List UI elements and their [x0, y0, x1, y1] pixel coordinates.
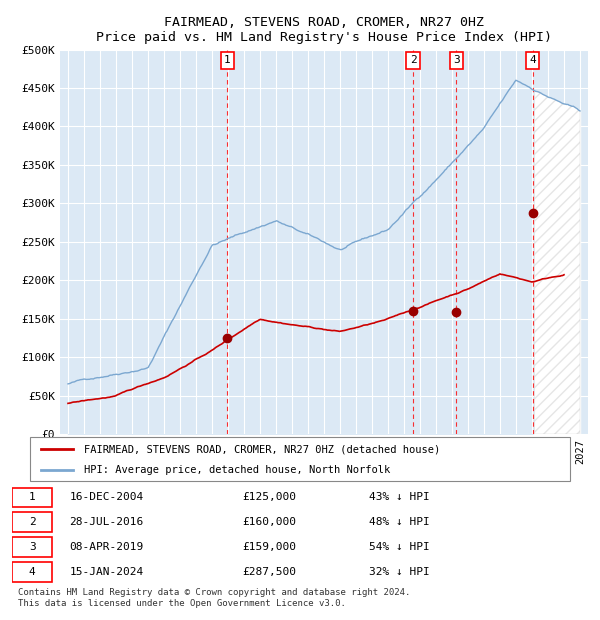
Text: 2: 2	[29, 517, 35, 527]
Text: 32% ↓ HPI: 32% ↓ HPI	[369, 567, 430, 577]
Text: 08-APR-2019: 08-APR-2019	[70, 542, 144, 552]
Text: 43% ↓ HPI: 43% ↓ HPI	[369, 492, 430, 502]
Text: £125,000: £125,000	[242, 492, 296, 502]
FancyBboxPatch shape	[12, 487, 52, 507]
Text: £160,000: £160,000	[242, 517, 296, 527]
Text: 3: 3	[29, 542, 35, 552]
Text: 4: 4	[529, 55, 536, 65]
Text: 1: 1	[29, 492, 35, 502]
Text: 54% ↓ HPI: 54% ↓ HPI	[369, 542, 430, 552]
Text: Contains HM Land Registry data © Crown copyright and database right 2024.
This d: Contains HM Land Registry data © Crown c…	[18, 588, 410, 608]
Text: 16-DEC-2004: 16-DEC-2004	[70, 492, 144, 502]
FancyBboxPatch shape	[12, 512, 52, 532]
Text: 2: 2	[410, 55, 416, 65]
Text: £159,000: £159,000	[242, 542, 296, 552]
Text: 1: 1	[224, 55, 231, 65]
FancyBboxPatch shape	[12, 537, 52, 557]
Text: 4: 4	[29, 567, 35, 577]
Text: 15-JAN-2024: 15-JAN-2024	[70, 567, 144, 577]
Text: 48% ↓ HPI: 48% ↓ HPI	[369, 517, 430, 527]
FancyBboxPatch shape	[12, 562, 52, 582]
FancyBboxPatch shape	[30, 437, 570, 480]
Text: FAIRMEAD, STEVENS ROAD, CROMER, NR27 0HZ (detached house): FAIRMEAD, STEVENS ROAD, CROMER, NR27 0HZ…	[84, 445, 440, 454]
Text: £287,500: £287,500	[242, 567, 296, 577]
Text: HPI: Average price, detached house, North Norfolk: HPI: Average price, detached house, Nort…	[84, 464, 390, 475]
Text: 3: 3	[453, 55, 460, 65]
Title: FAIRMEAD, STEVENS ROAD, CROMER, NR27 0HZ
Price paid vs. HM Land Registry's House: FAIRMEAD, STEVENS ROAD, CROMER, NR27 0HZ…	[96, 16, 552, 44]
Text: 28-JUL-2016: 28-JUL-2016	[70, 517, 144, 527]
